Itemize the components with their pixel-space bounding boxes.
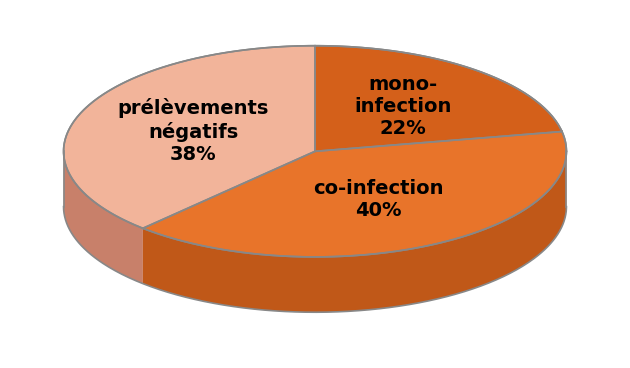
Polygon shape (143, 131, 566, 257)
Polygon shape (315, 46, 562, 151)
Polygon shape (64, 46, 315, 228)
Polygon shape (64, 152, 143, 284)
Text: mono-
infection
22%: mono- infection 22% (355, 75, 452, 138)
Text: prélèvements
négatifs
38%: prélèvements négatifs 38% (118, 99, 269, 164)
Text: co-infection
40%: co-infection 40% (312, 179, 444, 220)
Polygon shape (143, 152, 566, 312)
